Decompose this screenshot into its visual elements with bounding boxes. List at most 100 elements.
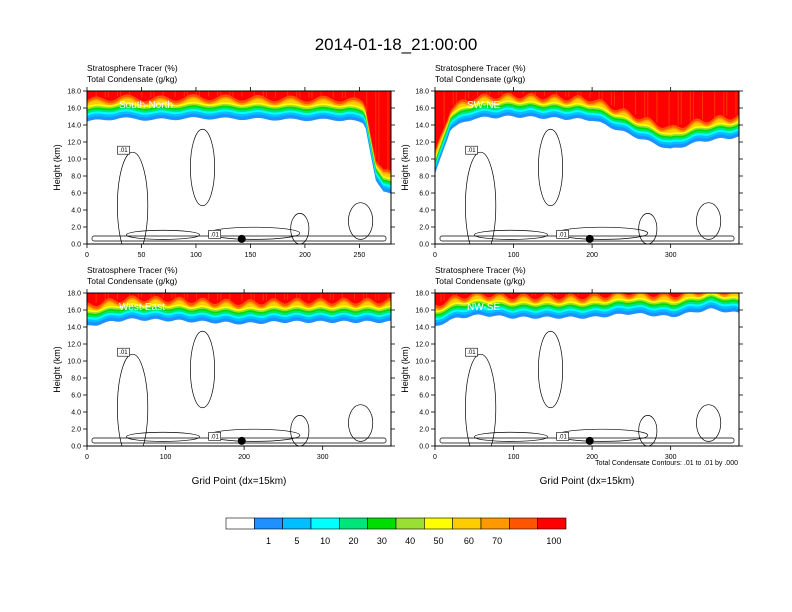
contour-label-box <box>556 230 569 239</box>
colorbar-label: 60 <box>464 536 474 546</box>
x-tick-label: 100 <box>160 454 172 461</box>
colorbar-label: 20 <box>348 536 358 546</box>
colorbar-box <box>282 517 312 530</box>
panels: .01 .01 South-North 0.0 2.0 4.0 6.0 8.0 10.0 12.0… <box>52 63 743 487</box>
y-tick-label: 18.0 <box>415 89 429 96</box>
colorbar-box <box>480 517 510 530</box>
y-tick-label: 4.0 <box>419 410 429 417</box>
x-tick-label: 0 <box>85 454 89 461</box>
contour-label-box <box>117 145 130 155</box>
colorbar-label: 10 <box>320 536 330 546</box>
x-tick-label: 300 <box>665 252 677 259</box>
tracer-band <box>87 91 391 171</box>
section-label: SW-NE <box>467 100 500 111</box>
subtitle-tracer: Stratosphere Tracer (%) <box>435 265 526 275</box>
colorbar-box <box>452 517 482 530</box>
contour <box>638 415 658 446</box>
y-tick-label: 16.0 <box>415 308 429 315</box>
section-label: South-North <box>119 100 173 111</box>
contour-label-box <box>208 432 221 441</box>
y-tick-label: 12.0 <box>67 342 81 349</box>
contour <box>348 202 374 240</box>
y-axis-label: Height (km) <box>400 144 410 191</box>
contour-label: .01 <box>119 148 128 154</box>
contour <box>696 404 722 442</box>
y-tick-label: 6.0 <box>419 191 429 198</box>
y-tick-label: 2.0 <box>419 225 429 232</box>
y-tick-label: 4.0 <box>71 208 81 215</box>
contour-label-box <box>465 145 478 155</box>
colorbar-box <box>367 517 397 530</box>
plot-area: .01 .01 NW-SE <box>435 293 739 446</box>
contour-label-box <box>208 230 221 239</box>
y-axis-label: Height (km) <box>52 144 62 191</box>
colorbar-box <box>310 517 340 530</box>
y-tick-label: 10.0 <box>67 359 81 366</box>
contour-label: .01 <box>211 232 220 238</box>
y-tick-label: 2.0 <box>419 427 429 434</box>
colorbar-box <box>509 517 538 530</box>
contour <box>348 404 374 442</box>
y-tick-label: 12.0 <box>415 342 429 349</box>
colorbar-label: 5 <box>294 536 299 546</box>
figure-title: 2014-01-18_21:00:00 <box>315 35 478 54</box>
x-tick-label: 300 <box>317 454 329 461</box>
plot-area: .01 .01 South-North <box>87 91 391 244</box>
plot-frame <box>86 292 392 447</box>
location-marker <box>585 436 594 445</box>
tracer-band <box>435 91 739 152</box>
x-tick-label: 200 <box>299 252 311 259</box>
tracer-band <box>87 91 391 191</box>
y-tick-label: 16.0 <box>67 106 81 113</box>
panel-west-east: .01 .01 West-East 0.0 2.0 4.0 6.0 8.0 10.0 12.0 14… <box>52 265 395 487</box>
y-tick-label: 8.0 <box>419 174 429 181</box>
panel-sw-ne: .01 .01 SW-NE 0.0 2.0 4.0 6.0 8.0 10.0 12.0 14.0 16… <box>400 63 743 259</box>
contour-label: .01 <box>559 232 568 238</box>
y-tick-label: 4.0 <box>71 410 81 417</box>
colorbar-box <box>395 517 425 530</box>
y-tick-label: 10.0 <box>415 157 429 164</box>
contour-label-box <box>556 432 569 441</box>
subtitle-condensate: Total Condensate (g/kg) <box>435 276 525 286</box>
section-label: NW-SE <box>467 302 500 313</box>
location-marker <box>237 234 246 243</box>
y-tick-label: 14.0 <box>415 325 429 332</box>
colorbar-box <box>254 517 283 530</box>
colorbar-box <box>537 517 567 530</box>
x-tick-label: 250 <box>354 252 366 259</box>
x-tick-label: 100 <box>508 454 520 461</box>
y-tick-label: 16.0 <box>67 308 81 315</box>
contour <box>290 415 310 446</box>
plot-background <box>435 293 739 446</box>
x-tick-label: 100 <box>508 252 520 259</box>
subtitle-tracer: Stratosphere Tracer (%) <box>435 63 526 73</box>
colorbar-label: 70 <box>492 536 502 546</box>
y-tick-label: 12.0 <box>67 140 81 147</box>
plot-frame <box>434 90 740 245</box>
colorbar-box <box>339 517 368 530</box>
contour <box>474 229 548 240</box>
contour-label: .01 <box>467 148 476 154</box>
x-tick-label: 0 <box>433 454 437 461</box>
contour <box>474 431 548 442</box>
subtitle-condensate: Total Condensate (g/kg) <box>435 74 525 84</box>
y-tick-label: 6.0 <box>71 191 81 198</box>
y-tick-label: 16.0 <box>415 106 429 113</box>
plot-area: .01 .01 SW-NE <box>435 91 739 244</box>
subtitle-tracer: Stratosphere Tracer (%) <box>87 265 178 275</box>
y-tick-label: 18.0 <box>415 291 429 298</box>
colorbar-box <box>225 517 255 530</box>
y-tick-label: 6.0 <box>71 393 81 400</box>
contour <box>190 330 216 409</box>
section-label: West-East <box>119 302 165 313</box>
contour <box>465 353 497 446</box>
x-tick-label: 50 <box>138 252 146 259</box>
tracer-band <box>435 293 739 306</box>
y-tick-label: 0.0 <box>419 242 429 249</box>
plot-area: .01 .01 West-East <box>87 293 391 446</box>
colorbar: 1 5 10 20 30 40 50 60 70 100 <box>225 517 567 546</box>
colorbar-label: 50 <box>433 536 443 546</box>
location-marker <box>585 234 594 243</box>
y-tick-label: 10.0 <box>67 157 81 164</box>
